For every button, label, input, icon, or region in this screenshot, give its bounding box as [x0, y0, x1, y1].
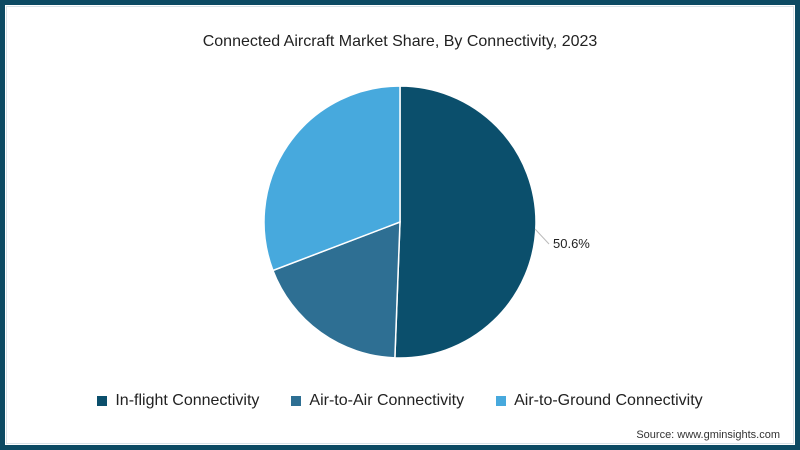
data-label-in-flight: 50.6% — [553, 236, 590, 251]
legend-swatch-in-flight — [97, 396, 108, 406]
leader-line — [534, 228, 550, 245]
legend: In-flight Connectivity Air-to-Air Connec… — [0, 392, 800, 410]
source-note: Source: www.gminsights.com — [636, 429, 780, 441]
legend-label: In-flight Connectivity — [115, 392, 260, 409]
legend-swatch-air-to-ground — [496, 396, 507, 406]
chart-title: Connected Aircraft Market Share, By Conn… — [202, 33, 598, 50]
pie-slice-in-flight — [394, 85, 537, 359]
legend-label: Air-to-Ground Connectivity — [514, 392, 703, 409]
pie-slice-air-to-air — [271, 220, 401, 359]
legend-item-air-to-ground: Air-to-Ground Connectivity — [496, 392, 703, 410]
legend-swatch-air-to-air — [291, 396, 302, 406]
legend-item-in-flight: In-flight Connectivity — [97, 392, 259, 410]
legend-item-air-to-air: Air-to-Air Connectivity — [291, 392, 464, 410]
pie-slice-air-to-ground — [263, 85, 401, 272]
legend-label: Air-to-Air Connectivity — [309, 392, 465, 409]
